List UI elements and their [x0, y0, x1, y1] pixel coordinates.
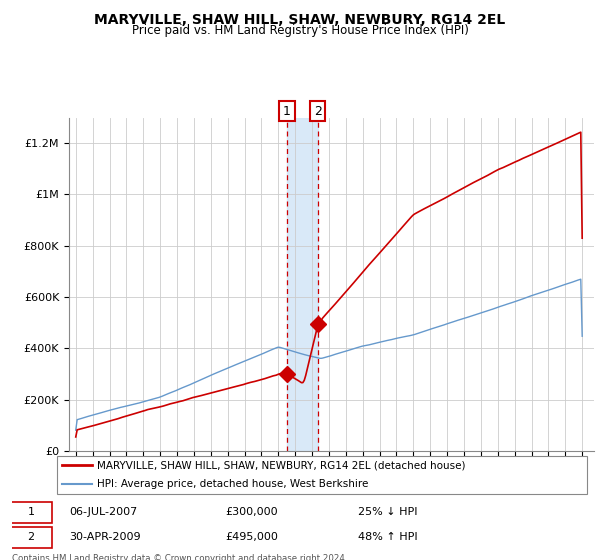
FancyBboxPatch shape	[9, 526, 52, 548]
Text: 30-APR-2009: 30-APR-2009	[70, 532, 141, 542]
Text: HPI: Average price, detached house, West Berkshire: HPI: Average price, detached house, West…	[97, 479, 368, 489]
Text: Price paid vs. HM Land Registry's House Price Index (HPI): Price paid vs. HM Land Registry's House …	[131, 24, 469, 38]
FancyBboxPatch shape	[9, 502, 52, 523]
Text: 1: 1	[283, 105, 291, 118]
Text: 2: 2	[28, 532, 35, 542]
Text: MARYVILLE, SHAW HILL, SHAW, NEWBURY, RG14 2EL: MARYVILLE, SHAW HILL, SHAW, NEWBURY, RG1…	[94, 13, 506, 27]
Text: £495,000: £495,000	[225, 532, 278, 542]
Text: 2: 2	[314, 105, 322, 118]
Text: MARYVILLE, SHAW HILL, SHAW, NEWBURY, RG14 2EL (detached house): MARYVILLE, SHAW HILL, SHAW, NEWBURY, RG1…	[97, 460, 466, 470]
Bar	[287, 118, 317, 451]
Text: £300,000: £300,000	[225, 507, 278, 517]
FancyBboxPatch shape	[56, 456, 587, 494]
Text: 25% ↓ HPI: 25% ↓ HPI	[358, 507, 417, 517]
Text: 06-JUL-2007: 06-JUL-2007	[70, 507, 138, 517]
Text: 1: 1	[28, 507, 35, 517]
Text: 48% ↑ HPI: 48% ↑ HPI	[358, 532, 417, 542]
Text: Contains HM Land Registry data © Crown copyright and database right 2024.
This d: Contains HM Land Registry data © Crown c…	[12, 554, 347, 560]
